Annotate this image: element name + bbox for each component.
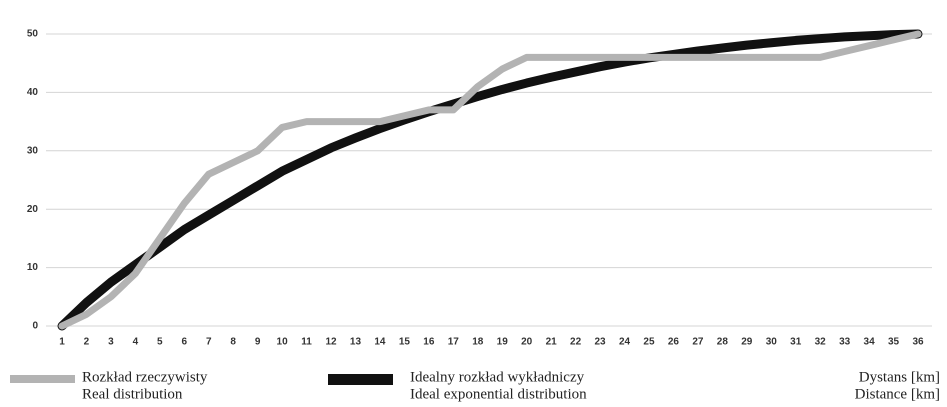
x-tick-label: 5 (157, 337, 163, 348)
x-tick-label: 15 (399, 337, 411, 348)
x-tick-label: 27 (692, 337, 704, 348)
x-tick-label: 8 (230, 337, 236, 348)
legend-label: Idealny rozkład wykładniczy (410, 369, 585, 385)
x-tick-label: 25 (643, 337, 655, 348)
legend-swatch (10, 375, 75, 383)
legend-label: Ideal exponential distribution (410, 386, 587, 402)
x-tick-label: 7 (206, 337, 212, 348)
x-tick-label: 24 (619, 337, 631, 348)
y-tick-label: 30 (27, 145, 39, 156)
x-tick-label: 29 (741, 337, 753, 348)
x-tick-label: 19 (497, 337, 509, 348)
x-tick-label: 11 (301, 337, 312, 348)
x-tick-label: 3 (108, 337, 114, 348)
x-tick-label: 21 (546, 337, 558, 348)
x-tick-label: 2 (84, 337, 90, 348)
x-tick-label: 28 (717, 337, 729, 348)
y-tick-label: 20 (27, 204, 39, 215)
x-axis-label: Distance [km] (855, 386, 940, 402)
x-tick-label: 31 (790, 337, 802, 348)
legend-swatch (328, 374, 393, 385)
x-axis-label: Dystans [km] (859, 369, 940, 385)
x-tick-label: 14 (374, 337, 386, 348)
y-tick-label: 0 (32, 321, 38, 332)
x-tick-label: 23 (594, 337, 606, 348)
x-tick-label: 13 (350, 337, 362, 348)
x-tick-label: 1 (59, 337, 65, 348)
x-tick-label: 4 (133, 337, 139, 348)
y-tick-label: 40 (27, 87, 39, 98)
x-tick-label: 35 (888, 337, 900, 348)
x-tick-label: 34 (864, 337, 876, 348)
x-tick-label: 30 (766, 337, 778, 348)
x-tick-label: 9 (255, 337, 261, 348)
x-tick-label: 22 (570, 337, 582, 348)
legend-label: Rozkład rzeczywisty (82, 369, 208, 385)
x-tick-label: 20 (521, 337, 533, 348)
x-tick-label: 12 (325, 337, 337, 348)
x-tick-label: 36 (912, 337, 924, 348)
line-series (58, 30, 922, 330)
x-tick-label: 33 (839, 337, 851, 348)
line-series (57, 29, 923, 331)
x-tick-label: 32 (815, 337, 827, 348)
x-tick-label: 6 (182, 337, 188, 348)
y-tick-label: 50 (27, 29, 39, 40)
x-tick-label: 16 (423, 337, 435, 348)
x-tick-label: 10 (277, 337, 289, 348)
x-tick-label: 17 (448, 337, 460, 348)
legend-label: Real distribution (82, 386, 183, 402)
x-tick-label: 18 (472, 337, 484, 348)
y-tick-label: 10 (27, 262, 39, 273)
x-tick-label: 26 (668, 337, 680, 348)
